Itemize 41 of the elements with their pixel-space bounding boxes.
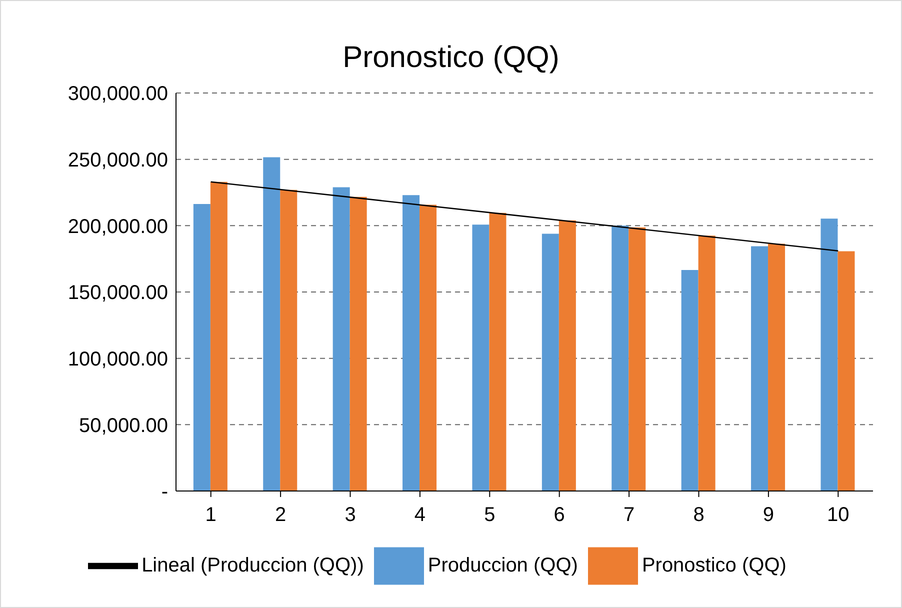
y-tick-label: 50,000.00: [79, 414, 168, 437]
y-tick-label: -: [161, 481, 168, 504]
bar: [193, 204, 210, 491]
legend-label: Produccion (QQ): [428, 554, 578, 576]
bar: [263, 157, 280, 491]
y-tick-label: 150,000.00: [68, 282, 168, 304]
bar: [489, 212, 506, 491]
bar: [280, 190, 298, 491]
bar: [402, 195, 420, 491]
x-tick-label: 2: [274, 504, 286, 526]
bar: [681, 270, 698, 491]
bar: [558, 220, 576, 491]
x-tick-label: 10: [827, 504, 850, 526]
x-tick-label: 4: [414, 504, 426, 526]
legend-label: Pronostico (QQ): [642, 554, 786, 576]
bar: [420, 204, 437, 491]
x-tick-label: 5: [484, 504, 496, 526]
bar: [820, 218, 838, 491]
bar: [628, 227, 646, 491]
y-tick-label: 300,000.00: [68, 83, 168, 106]
bar: [332, 187, 350, 491]
x-tick-label: 3: [344, 504, 356, 526]
x-tick-label: 9: [762, 504, 774, 526]
bar: [612, 226, 629, 491]
y-tick-label: 100,000.00: [68, 348, 168, 370]
x-tick-label: 8: [693, 504, 704, 526]
bar: [838, 251, 855, 491]
legend-label: Lineal (Produccion (QQ)): [142, 554, 364, 576]
chart-title: Pronostico (QQ): [342, 41, 560, 76]
bar: [751, 246, 768, 491]
bar: [210, 182, 228, 491]
y-tick-label: 200,000.00: [68, 216, 168, 238]
bar: [542, 234, 559, 491]
y-tick-label: 250,000.00: [68, 149, 168, 172]
x-tick-label: 1: [205, 504, 216, 526]
x-tick-label: 6: [554, 504, 565, 526]
x-tick-label: 7: [623, 504, 635, 526]
bar: [350, 196, 367, 491]
bar: [768, 244, 786, 491]
bar: [698, 236, 716, 491]
bar: [472, 224, 490, 491]
